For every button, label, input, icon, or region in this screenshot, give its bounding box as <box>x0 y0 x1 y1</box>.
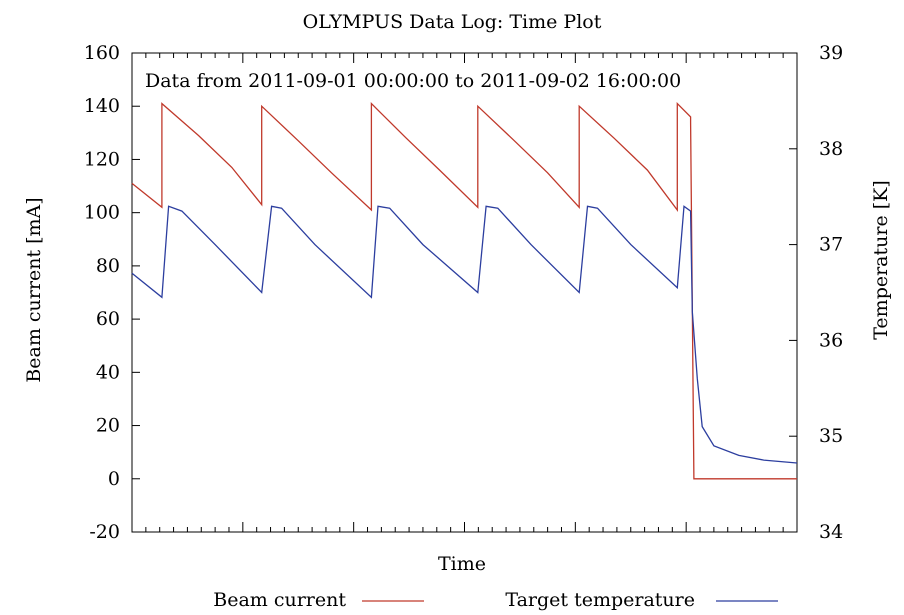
y-left-tick-label: 20 <box>96 415 120 437</box>
legend: Beam current Target temperature <box>213 589 778 611</box>
y-left-tick-label: 160 <box>84 42 120 64</box>
y-left-tick-label: -20 <box>89 521 120 543</box>
legend-label-beam: Beam current <box>213 589 346 611</box>
y-left-tick-label: 0 <box>108 468 120 490</box>
y-right-tick-label: 39 <box>819 42 843 64</box>
series-line-beam-current <box>131 102 797 480</box>
y-right-tick-label: 38 <box>819 138 843 160</box>
y-left-tick-label: 100 <box>84 202 120 224</box>
y-left-tick-label: 120 <box>84 148 120 170</box>
y-right-tick-label: 34 <box>819 521 843 543</box>
x-axis-label: Time <box>438 553 486 575</box>
y-left-tick-label: 40 <box>96 361 120 383</box>
y-right-tick-label: 36 <box>819 329 843 351</box>
y-right-tick-label: 35 <box>819 425 843 447</box>
y-axis-right-label: Temperature [K] <box>870 180 892 340</box>
series-layer <box>131 102 798 480</box>
plot-frame <box>131 52 798 533</box>
y-right-tick-label: 37 <box>819 234 843 256</box>
legend-label-temperature: Target temperature <box>505 589 695 611</box>
plot-border <box>131 52 798 533</box>
chart-title: OLYMPUS Data Log: Time Plot <box>303 11 602 33</box>
series-line-target-temperature <box>131 205 798 464</box>
chart-annotation: Data from 2011-09-01 00:00:00 to 2011-09… <box>145 70 681 92</box>
y-left-tick-label: 80 <box>96 255 120 277</box>
y-axis-left-label: Beam current [mA] <box>23 197 45 382</box>
ticks: -20 0 20 40 60 80 100 120 140 160 34 35 36 37 38 39 <box>84 42 843 543</box>
y-left-tick-label: 60 <box>96 308 120 330</box>
y-left-tick-label: 140 <box>84 95 120 117</box>
